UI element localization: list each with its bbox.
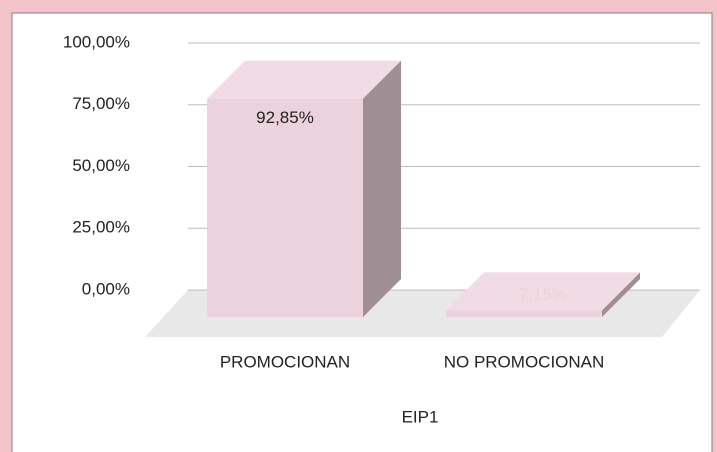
y-tick-label: 0,00% xyxy=(82,279,130,298)
x-tick-label: PROMOCIONAN xyxy=(220,352,350,371)
bar-side xyxy=(602,272,640,317)
bar-side xyxy=(363,60,401,318)
y-tick-label: 100,00% xyxy=(63,32,130,51)
bar-top xyxy=(446,272,640,311)
y-tick-label: 75,00% xyxy=(72,94,130,113)
y-tick-label: 50,00% xyxy=(72,156,130,175)
bar-front xyxy=(207,98,363,318)
y-tick-label: 25,00% xyxy=(72,218,130,237)
bar-front xyxy=(446,310,602,317)
bar xyxy=(446,272,640,317)
bar xyxy=(207,60,401,318)
x-axis-label: EIP1 xyxy=(402,407,439,426)
data-label: 92,85% xyxy=(256,108,314,127)
x-tick-label: NO PROMOCIONAN xyxy=(444,352,605,371)
data-label: 7,15% xyxy=(519,285,567,304)
bar-top xyxy=(207,60,401,99)
